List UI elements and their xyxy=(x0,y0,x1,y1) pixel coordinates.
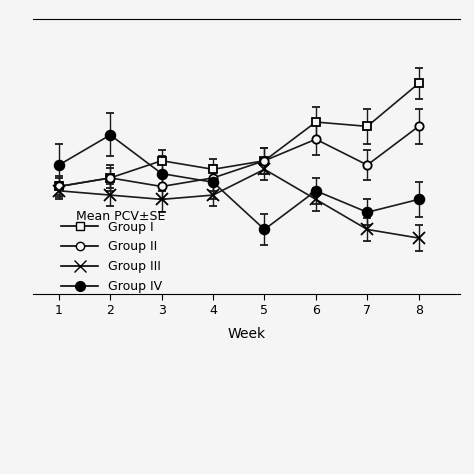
Text: Week: Week xyxy=(228,327,265,341)
Legend: Group I, Group II, Group III, Group IV: Group I, Group II, Group III, Group IV xyxy=(61,220,163,293)
Text: Mean PCV±SE: Mean PCV±SE xyxy=(76,210,165,223)
